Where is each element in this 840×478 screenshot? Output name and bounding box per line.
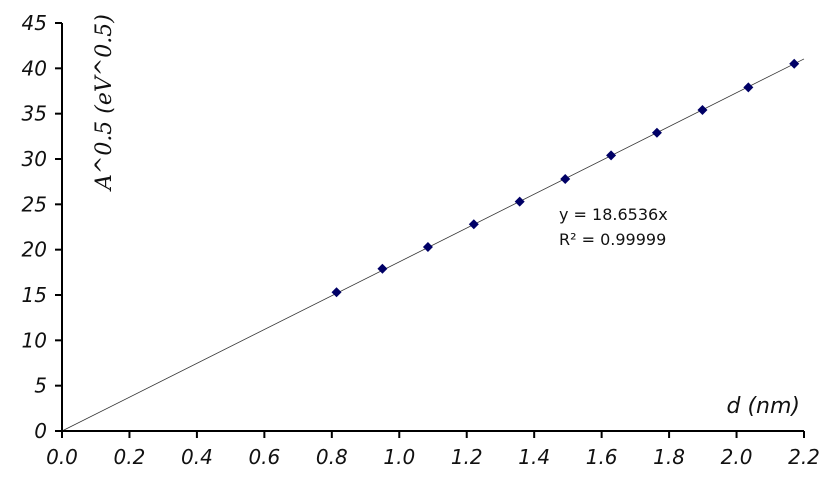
x-tick-label: 0.8 [316,445,348,469]
trendline [61,58,805,432]
y-tick-label: 35 [22,102,47,126]
x-tick-label: 0.2 [114,445,146,469]
x-tick-label: 1.8 [653,445,685,469]
r-squared-label: R² = 0.99999 [559,230,666,249]
y-axis-label: A^0.5 (eV^0.5) [92,14,117,192]
y-tick-label: 45 [22,11,47,35]
data-point [468,219,479,230]
x-tick-label: 2.0 [721,445,753,469]
y-tick-label: 20 [22,238,47,262]
x-tick-label: 1.6 [586,445,618,469]
y-tick-label: 10 [22,328,47,352]
y-tick-label: 30 [22,147,47,171]
data-point [651,127,662,138]
data-point [331,287,342,298]
x-tick-label: 1.2 [451,445,483,469]
x-tick-label: 0.6 [248,445,280,469]
data-point [560,173,571,184]
data-point [697,105,708,116]
data-point [377,263,388,274]
x-tick-label: 0.4 [181,445,213,469]
data-point [743,82,754,93]
x-axis-label: d (nm) [727,394,801,419]
data-point [422,241,433,252]
trendline-equation: y = 18.6536x [559,205,668,224]
y-tick-label: 0 [34,419,47,443]
x-tick-label: 0.0 [46,445,78,469]
y-tick-label: 15 [22,283,47,307]
x-tick-label: 1.4 [518,445,550,469]
y-tick-label: 40 [22,56,47,80]
data-point [606,150,617,161]
x-tick-label: 2.2 [788,445,820,469]
data-point [789,58,800,69]
x-tick-label: 1.0 [383,445,415,469]
y-tick-label: 25 [22,192,47,216]
y-tick-label: 5 [34,374,47,398]
data-point [514,196,525,207]
